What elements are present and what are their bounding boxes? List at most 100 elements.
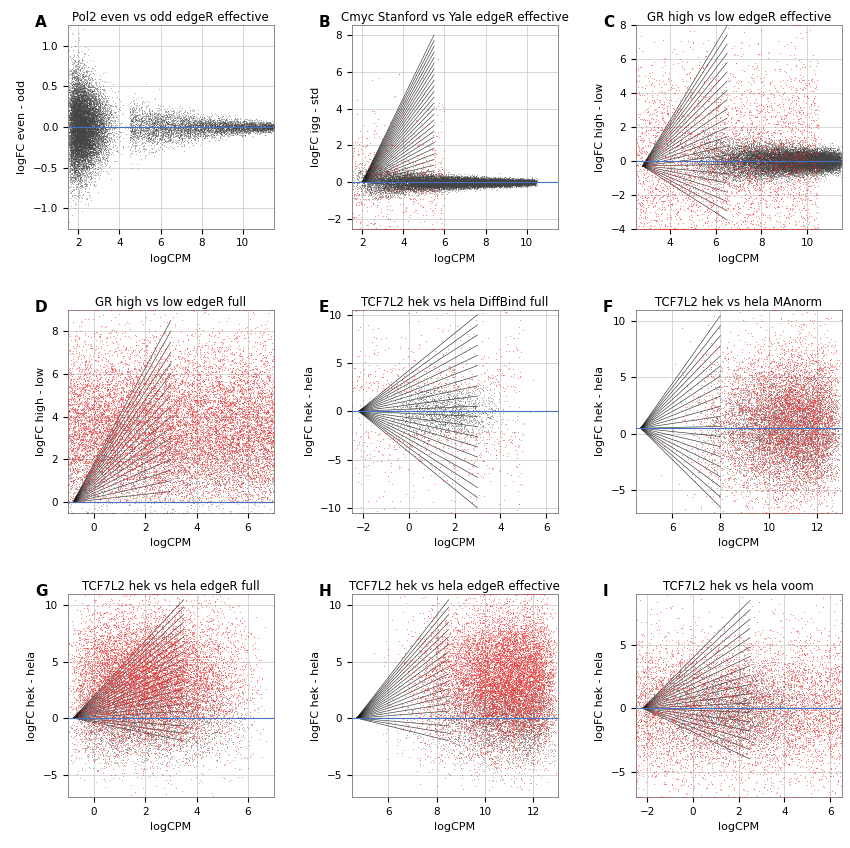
Point	[762, 439, 775, 453]
Point	[127, 648, 140, 661]
Point	[474, 708, 488, 722]
Point	[496, 176, 509, 190]
Point	[79, 129, 93, 142]
Point	[486, 175, 500, 188]
Point	[523, 704, 536, 717]
Point	[519, 683, 533, 696]
Point	[162, 678, 175, 691]
Point	[411, 170, 425, 184]
Point	[736, 726, 750, 739]
Point	[512, 660, 525, 673]
Point	[68, 404, 82, 418]
Point	[771, 155, 785, 169]
Point	[68, 153, 82, 166]
Point	[135, 728, 149, 741]
Point	[740, 221, 753, 235]
Point	[190, 730, 204, 744]
Point	[456, 179, 470, 192]
Point	[797, 143, 811, 157]
Point	[785, 146, 799, 159]
Point	[536, 721, 549, 734]
Point	[174, 120, 188, 133]
Point	[107, 721, 121, 734]
Point	[800, 164, 813, 177]
Point	[429, 215, 443, 229]
Point	[795, 455, 808, 469]
Point	[81, 692, 94, 706]
Point	[220, 123, 234, 137]
Point	[698, 728, 711, 741]
Point	[452, 174, 466, 187]
Point	[129, 747, 143, 761]
Point	[733, 706, 746, 719]
Point	[475, 171, 489, 185]
Point	[535, 647, 548, 661]
Point	[450, 405, 463, 419]
Point	[505, 171, 518, 185]
Point	[71, 148, 84, 161]
Point	[744, 693, 757, 706]
Point	[791, 152, 805, 165]
Point	[782, 709, 796, 722]
Point	[790, 399, 803, 413]
Point	[473, 656, 487, 669]
Point	[455, 653, 468, 667]
Point	[763, 644, 777, 657]
Point	[69, 117, 82, 131]
Point	[69, 106, 82, 120]
Point	[152, 737, 166, 750]
Point	[492, 178, 506, 192]
Point	[767, 103, 780, 117]
Point	[828, 153, 842, 167]
Point	[772, 712, 785, 726]
Point	[734, 682, 748, 695]
Point	[265, 382, 279, 395]
Point	[764, 166, 778, 180]
Point	[82, 132, 95, 146]
Point	[773, 402, 786, 416]
Point	[793, 26, 807, 40]
Point	[165, 405, 178, 419]
Point	[246, 714, 260, 728]
Point	[103, 637, 116, 650]
Point	[772, 161, 785, 175]
Point	[97, 132, 110, 146]
Point	[472, 627, 485, 640]
Point	[133, 404, 146, 417]
Point	[782, 215, 796, 229]
Point	[367, 174, 381, 187]
Point	[75, 165, 88, 178]
Point	[456, 705, 470, 718]
Point	[467, 176, 480, 190]
Point	[448, 403, 462, 416]
Point	[82, 116, 95, 130]
Point	[797, 696, 811, 710]
Point	[125, 646, 139, 660]
Point	[171, 471, 184, 484]
Point	[417, 643, 431, 656]
Point	[137, 416, 150, 429]
Point	[740, 148, 753, 162]
Point	[520, 631, 534, 644]
Point	[122, 504, 135, 517]
Point	[105, 432, 119, 445]
Point	[131, 466, 145, 479]
Point	[403, 168, 416, 181]
Point	[71, 111, 85, 125]
Point	[259, 441, 273, 455]
Point	[654, 675, 668, 689]
Point	[74, 433, 88, 447]
Point	[207, 724, 220, 738]
Point	[248, 114, 262, 127]
Point	[83, 103, 97, 117]
Point	[785, 449, 799, 462]
Point	[549, 707, 563, 721]
Point	[205, 414, 218, 427]
Point	[787, 159, 801, 173]
Point	[774, 162, 787, 176]
Point	[721, 153, 734, 167]
Point	[225, 715, 239, 728]
Point	[502, 691, 516, 705]
Point	[73, 667, 87, 680]
Point	[796, 160, 810, 174]
